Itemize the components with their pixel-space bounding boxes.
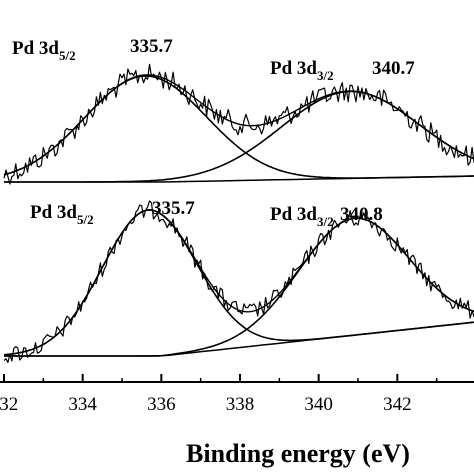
plot-area xyxy=(3,63,474,364)
peak-value-bottom-2: 340.8 xyxy=(340,204,383,225)
x-tick-label: 342 xyxy=(383,394,412,415)
raw-spectrum-top xyxy=(3,63,474,185)
x-axis-label: Binding energy (eV) xyxy=(186,439,410,468)
x-tick-label: 338 xyxy=(226,394,255,415)
peak-label-top-2: Pd 3d3/2 xyxy=(270,58,334,83)
fit-envelope-top xyxy=(3,74,474,176)
peak-value-top-1: 335.7 xyxy=(130,36,173,57)
peak-value-bottom-1: 335.7 xyxy=(152,198,195,219)
fit-peak-top-1 xyxy=(3,75,474,179)
raw-spectrum-bottom xyxy=(3,200,474,364)
background-line-bottom xyxy=(4,321,474,357)
peak-value-top-2: 340.7 xyxy=(372,58,415,79)
x-ticks: 332 334 336 338 340 342 xyxy=(0,374,438,415)
fit-peak-bottom-2 xyxy=(4,217,474,357)
x-tick-label: 336 xyxy=(147,394,176,415)
x-tick-label: 334 xyxy=(68,394,97,415)
peak-label-top-1: Pd 3d5/2 xyxy=(12,38,76,63)
x-tick-label: 340 xyxy=(304,394,333,415)
peak-label-bottom-1: Pd 3d5/2 xyxy=(30,202,94,227)
peak-label-bottom-2: Pd 3d3/2 xyxy=(270,204,334,229)
peak-annotations: Pd 3d5/2 335.7 Pd 3d3/2 340.7 Pd 3d5/2 335.7 P… xyxy=(12,36,415,229)
x-tick-label: 332 xyxy=(0,394,18,415)
fit-peak-bottom-1 xyxy=(3,209,474,356)
fit-envelope-bottom xyxy=(3,209,474,356)
